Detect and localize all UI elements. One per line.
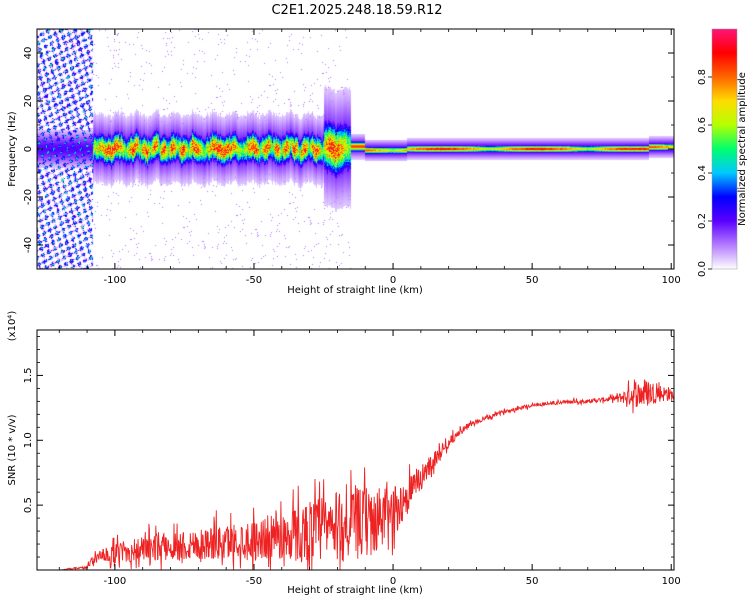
snr-y-tick-label: 0.5 bbox=[23, 497, 34, 513]
spectrogram-x-tick-label: 0 bbox=[390, 275, 396, 286]
colorbar: 0.0 0.2 0.4 0.6 0.8 Normalized spectral ampl… bbox=[697, 28, 748, 277]
snr-series-line bbox=[37, 379, 674, 570]
snr-x-tick-label: -100 bbox=[104, 576, 127, 587]
snr-multiplier: (x10⁴) bbox=[7, 311, 18, 342]
spectrogram-y-tick-label: 0 bbox=[23, 146, 34, 152]
snr-x-tick-label: 50 bbox=[526, 576, 539, 587]
spectrogram-y-tick-label: -20 bbox=[23, 189, 34, 205]
figure-title: C2E1.2025.248.18.59.R12 bbox=[271, 3, 442, 18]
colorbar-label: Normalized spectral amplitude bbox=[737, 72, 748, 226]
snr-panel: -100 -50 0 50 100 0.5 1.0 1.5 Height of straig… bbox=[7, 311, 681, 596]
snr-x-axis-title: Height of straight line (km) bbox=[287, 585, 423, 596]
colorbar-ticks: 0.0 0.2 0.4 0.6 0.8 bbox=[697, 69, 712, 277]
colorbar-tick-label: 0.4 bbox=[697, 165, 708, 181]
colorbar-tick-label: 0.0 bbox=[697, 261, 708, 277]
spectrogram-y-ticks: -40 -20 0 20 40 bbox=[23, 28, 674, 270]
spectrogram-x-tick-label: -50 bbox=[246, 275, 262, 286]
snr-x-ticks: -100 -50 0 50 100 bbox=[58, 330, 681, 587]
spectrogram-y-tick-label: -40 bbox=[23, 237, 34, 253]
snr-y-tick-label: 1.5 bbox=[23, 367, 34, 383]
colorbar-tick-label: 0.6 bbox=[697, 117, 708, 133]
snr-y-axis-title: SNR (10 * v/v) bbox=[7, 414, 18, 485]
colorbar-tick-label: 0.8 bbox=[697, 69, 708, 85]
spectrogram-y-tick-label: 40 bbox=[23, 47, 34, 60]
spectrogram-panel: -100 -50 0 50 100 -40 -20 0 20 40 Height of stra… bbox=[7, 28, 681, 296]
spectrogram-frame bbox=[36, 28, 675, 270]
snr-x-tick-label: 100 bbox=[662, 576, 681, 587]
snr-x-tick-label: -50 bbox=[246, 576, 262, 587]
spectrogram-x-tick-label: 50 bbox=[526, 275, 539, 286]
colorbar-tick-label: 0.2 bbox=[697, 213, 708, 229]
colorbar-frame bbox=[711, 28, 738, 270]
spectrogram-y-tick-label: 20 bbox=[23, 95, 34, 108]
snr-y-tick-label: 1.0 bbox=[23, 432, 34, 448]
spectrogram-y-axis-title: Frequency (Hz) bbox=[7, 111, 18, 187]
spectrogram-heatmap bbox=[37, 29, 674, 269]
colorbar-gradient bbox=[712, 29, 737, 269]
snr-x-tick-label: 0 bbox=[390, 576, 396, 587]
spectrogram-x-axis-title: Height of straight line (km) bbox=[287, 285, 423, 296]
spectrogram-x-tick-label: -100 bbox=[104, 275, 127, 286]
snr-frame bbox=[36, 329, 675, 571]
spectrogram-x-tick-label: 100 bbox=[662, 275, 681, 286]
